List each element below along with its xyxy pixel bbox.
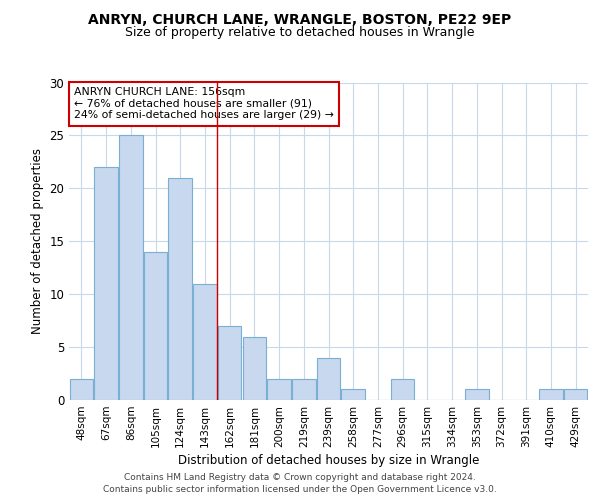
Bar [119, 136, 143, 400]
Bar [70, 379, 93, 400]
Text: Contains public sector information licensed under the Open Government Licence v3: Contains public sector information licen… [103, 485, 497, 494]
Bar [193, 284, 217, 400]
Bar [341, 390, 365, 400]
Bar [564, 390, 587, 400]
Bar [144, 252, 167, 400]
Text: Size of property relative to detached houses in Wrangle: Size of property relative to detached ho… [125, 26, 475, 39]
Bar [268, 379, 291, 400]
Bar [292, 379, 316, 400]
Bar [94, 167, 118, 400]
Text: ANRYN CHURCH LANE: 156sqm
← 76% of detached houses are smaller (91)
24% of semi-: ANRYN CHURCH LANE: 156sqm ← 76% of detac… [74, 88, 334, 120]
Text: Contains HM Land Registry data © Crown copyright and database right 2024.: Contains HM Land Registry data © Crown c… [124, 472, 476, 482]
Bar [539, 390, 563, 400]
Bar [391, 379, 415, 400]
Bar [242, 336, 266, 400]
Text: ANRYN, CHURCH LANE, WRANGLE, BOSTON, PE22 9EP: ANRYN, CHURCH LANE, WRANGLE, BOSTON, PE2… [88, 12, 512, 26]
Bar [465, 390, 488, 400]
Bar [169, 178, 192, 400]
Y-axis label: Number of detached properties: Number of detached properties [31, 148, 44, 334]
Bar [218, 326, 241, 400]
Bar [317, 358, 340, 400]
X-axis label: Distribution of detached houses by size in Wrangle: Distribution of detached houses by size … [178, 454, 479, 467]
